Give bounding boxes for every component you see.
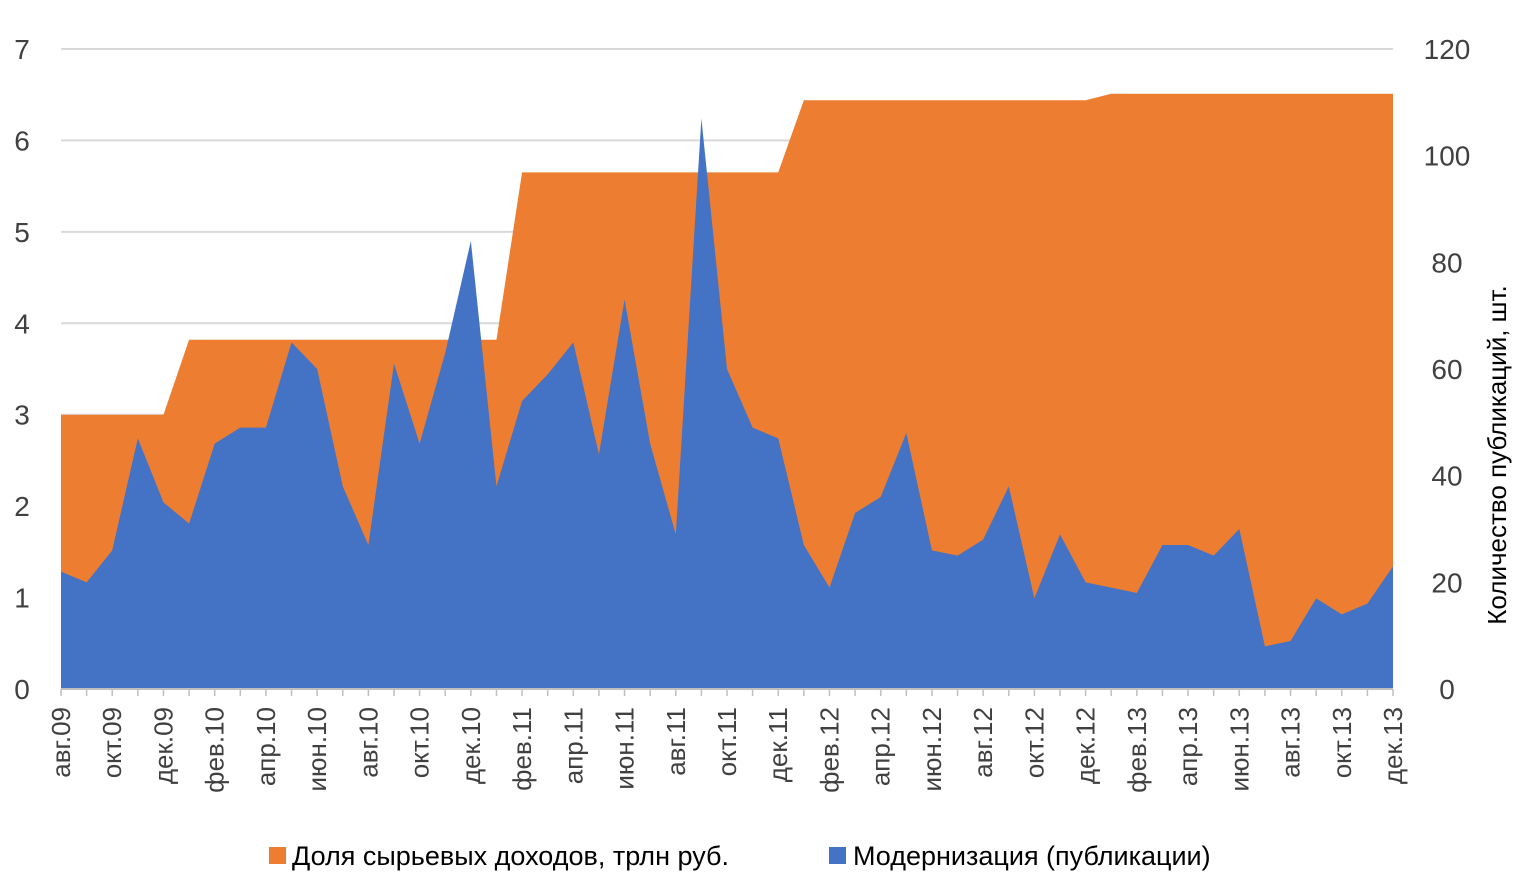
y-right-tick-label: 20 xyxy=(1431,567,1462,598)
y-left-tick-label: 6 xyxy=(14,125,30,156)
y-left-tick-label: 2 xyxy=(14,491,30,522)
axes: 0 1 2 3 4 5 6 7 0 20 40 60 80 100 120 авг.09 окт.09 дек.0… xyxy=(14,34,1470,793)
x-tick-label: авг.11 xyxy=(661,707,691,776)
x-tick-label: апр.10 xyxy=(251,707,281,786)
x-tick-label: фев.11 xyxy=(507,707,537,791)
x-tick-label: апр.11 xyxy=(558,707,588,784)
legend-label-modernization: Модернизация (публикации) xyxy=(853,841,1211,871)
x-tick-label: авг.09 xyxy=(46,707,76,778)
x-tick-label: апр.13 xyxy=(1173,707,1203,786)
legend: Доля сырьевых доходов, трлн руб. Модерни… xyxy=(269,841,1211,871)
y-right-tick-label: 0 xyxy=(1439,674,1455,705)
x-tick-label: дек.12 xyxy=(1071,707,1101,784)
y-right-tick-label: 120 xyxy=(1424,34,1471,65)
x-tick-label: дек.13 xyxy=(1378,707,1408,784)
y-right-tick-label: 80 xyxy=(1431,247,1462,278)
x-tick-label: июн.12 xyxy=(917,707,947,792)
x-tick-label: дек.09 xyxy=(148,707,178,784)
y-axis-right-label: Количество публикаций, шт. xyxy=(1482,285,1512,625)
y-left-tick-label: 5 xyxy=(14,217,30,248)
x-tick-label: июн.10 xyxy=(302,707,332,792)
x-tick-label: авг.10 xyxy=(353,707,383,778)
x-tick-label: июн.11 xyxy=(610,707,640,790)
y-right-tick-label: 60 xyxy=(1431,354,1462,385)
legend-label-raw-income: Доля сырьевых доходов, трлн руб. xyxy=(292,841,729,871)
x-tick-label: фев.12 xyxy=(814,707,844,793)
x-tick-label: окт.11 xyxy=(712,707,742,776)
legend-swatch-modernization xyxy=(829,847,846,864)
x-tick-label: июн.13 xyxy=(1224,707,1254,792)
y-left-tick-label: 3 xyxy=(14,400,30,431)
y-left-tick-label: 7 xyxy=(14,34,30,65)
y-left-tick-label: 0 xyxy=(14,674,30,705)
y-right-tick-label: 100 xyxy=(1424,141,1471,172)
x-tick-label: окт.13 xyxy=(1327,707,1357,778)
area-modernization xyxy=(61,118,1393,689)
x-tick-label: дек.11 xyxy=(763,707,793,782)
x-tick-label: окт.10 xyxy=(405,707,435,778)
x-tick-label: фев.13 xyxy=(1122,707,1152,793)
y-left-tick-label: 1 xyxy=(14,583,30,614)
x-tick-label: апр.12 xyxy=(866,707,896,786)
data-areas xyxy=(61,93,1393,690)
x-tick-label: авг.13 xyxy=(1276,707,1306,778)
x-tick-label: дек.10 xyxy=(456,707,486,784)
y-left-tick-label: 4 xyxy=(14,308,30,339)
x-tick-label: авг.12 xyxy=(968,707,998,778)
x-tick-label: фев.10 xyxy=(200,707,230,793)
x-tick-label: окт.12 xyxy=(1019,707,1049,778)
y-right-tick-label: 40 xyxy=(1431,461,1462,492)
legend-swatch-raw-income xyxy=(269,847,286,864)
x-tick-label: окт.09 xyxy=(97,707,127,778)
